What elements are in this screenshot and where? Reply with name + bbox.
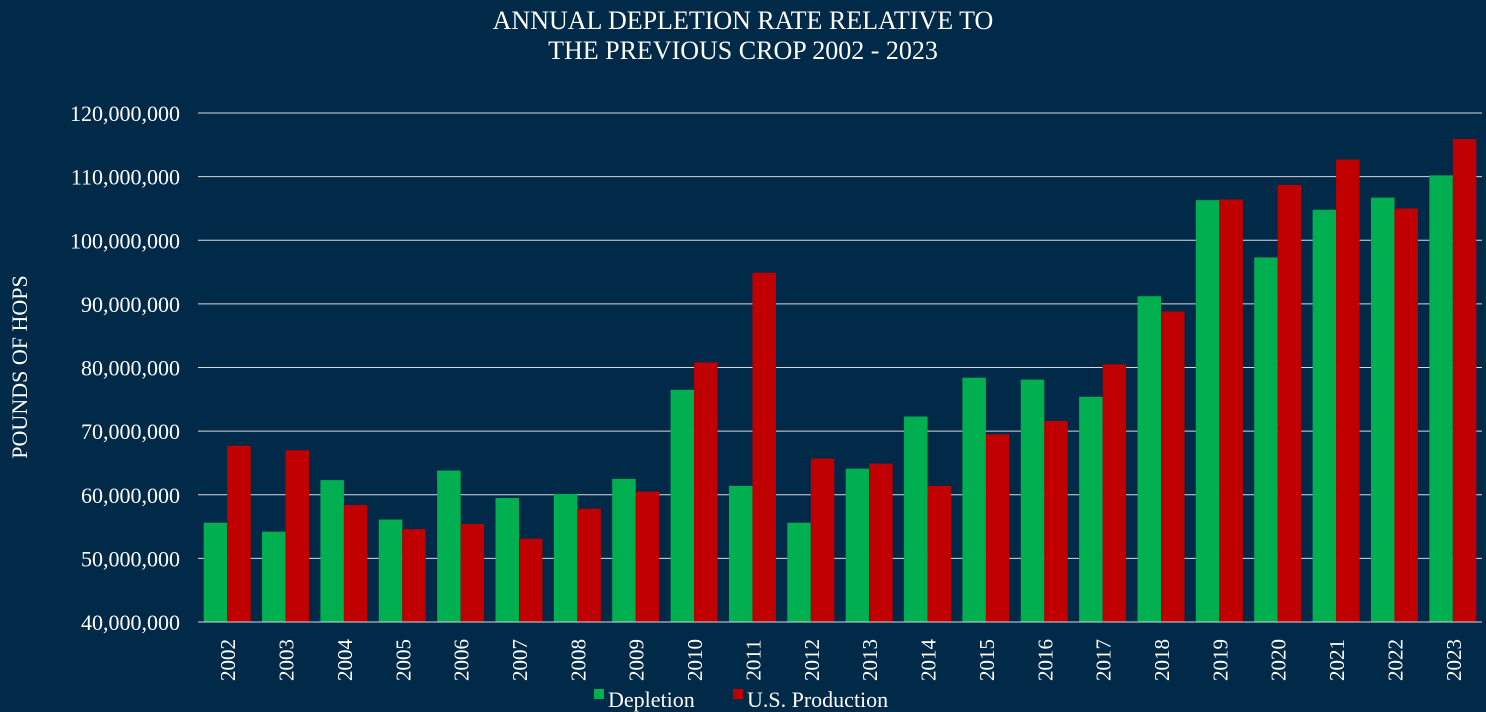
bar-depletion [320,480,344,622]
bar-us-production [519,538,543,622]
bar-depletion [1429,175,1453,623]
x-tick-label: 2016 [1033,639,1057,681]
x-tick-label: 2003 [275,639,299,681]
bar-us-production [1044,420,1068,622]
bar-depletion [670,389,695,622]
y-tick-label: 100,000,000 [70,228,180,253]
bar-us-production [810,458,835,622]
y-tick-label: 80,000,000 [81,356,180,381]
x-tick-label: 2023 [1442,639,1466,681]
bar-depletion [1312,209,1337,622]
bar-us-production [285,450,310,622]
bar-depletion [904,416,928,622]
bar-us-production [227,445,251,622]
y-axis-label: POUNDS OF HOPS [7,275,32,458]
x-tick-label: 2002 [216,639,240,681]
x-tick-label: 2009 [625,639,649,681]
y-tick-label: 110,000,000 [71,165,180,190]
x-tick-label: 2017 [1092,639,1116,681]
x-tick-label: 2021 [1325,639,1349,681]
bar-depletion [1254,257,1278,622]
x-tick-label: 2006 [450,639,474,681]
bar-depletion [495,497,519,622]
x-tick-label: 2022 [1383,639,1407,681]
bar-depletion [262,531,286,622]
bar-us-production [577,508,601,622]
bar-depletion [845,468,870,622]
bar-depletion [787,522,811,622]
bar-depletion [437,470,461,622]
bar-us-production [460,524,485,622]
x-tick-label: 2010 [683,639,707,681]
bar-us-production [1161,311,1185,622]
legend-swatch [594,689,604,699]
chart-title-line-2: THE PREVIOUS CROP 2002 - 2023 [548,36,938,65]
bar-us-production [1277,184,1302,623]
legend-swatch [733,689,743,699]
x-tick-label: 2020 [1267,639,1291,681]
bar-depletion [612,478,636,622]
bar-depletion [378,519,403,622]
bar-depletion [553,494,578,622]
bar-depletion [1195,200,1220,622]
bar-depletion [728,485,753,622]
x-tick-label: 2014 [917,639,941,682]
bar-depletion [1137,296,1161,622]
bar-us-production [985,434,1010,622]
bar-us-production [752,272,776,622]
y-tick-label: 60,000,000 [81,483,180,508]
bar-depletion [1370,197,1395,622]
x-tick-label: 2013 [858,639,882,681]
y-tick-label: 90,000,000 [81,292,180,317]
bar-us-production [1336,159,1360,623]
x-tick-label: 2005 [391,639,415,681]
bar-us-production [694,362,718,622]
bar-depletion [1020,379,1045,622]
bar-us-production [402,529,426,622]
bar-us-production [343,504,368,622]
x-tick-label: 2015 [975,639,999,681]
x-tick-label: 2011 [741,639,765,680]
y-tick-label: 50,000,000 [81,546,180,571]
bar-depletion [203,522,228,622]
chart-title-line-1: ANNUAL DEPLETION RATE RELATIVE TO [492,6,994,35]
y-tick-label: 40,000,000 [81,610,180,635]
legend-label: U.S. Production [747,687,888,712]
bar-us-production [635,491,660,622]
bar-us-production [1102,364,1127,622]
bar-us-production [1452,139,1477,622]
x-tick-label: 2012 [800,639,824,681]
bar-us-production [869,463,893,622]
y-tick-label: 70,000,000 [81,419,180,444]
bar-depletion [1079,396,1103,622]
y-tick-label: 120,000,000 [70,101,180,126]
bar-us-production [1219,199,1243,622]
x-tick-label: 2007 [508,639,532,681]
bar-depletion [962,377,986,622]
x-tick-label: 2008 [566,639,590,681]
bar-us-production [1394,208,1418,622]
legend-label: Depletion [608,687,695,712]
bar-us-production [927,485,952,622]
x-tick-label: 2019 [1208,639,1232,681]
x-tick-label: 2004 [333,639,357,682]
x-tick-label: 2018 [1150,639,1174,681]
